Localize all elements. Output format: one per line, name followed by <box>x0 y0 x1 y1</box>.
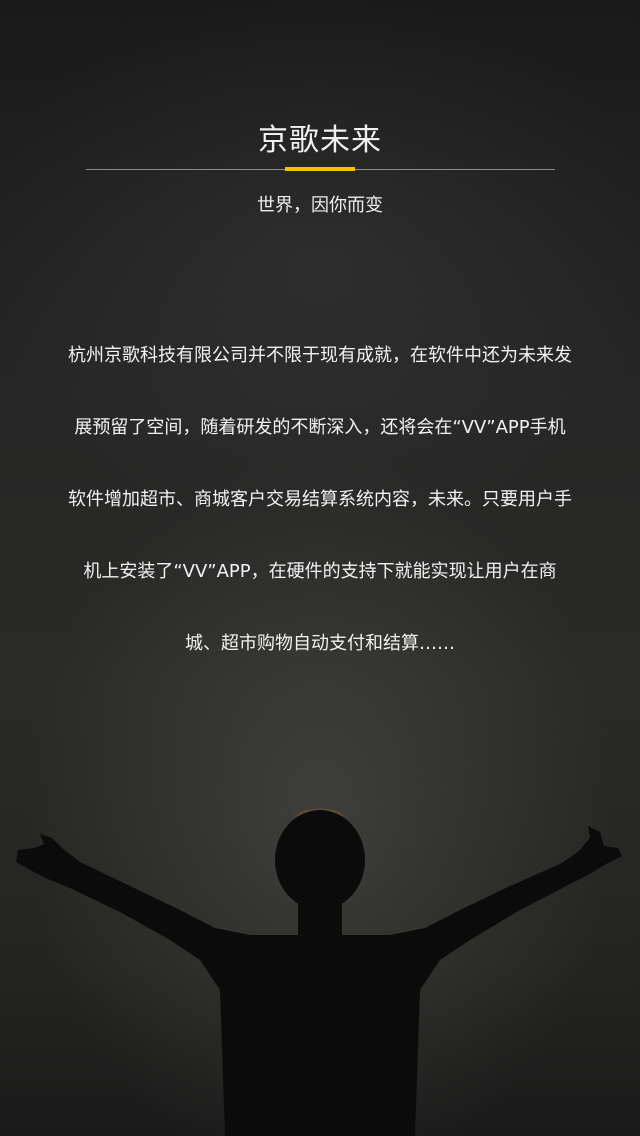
description-line: 城、超市购物自动支付和结算…… <box>185 633 455 654</box>
title-divider-accent <box>285 167 355 171</box>
description-line: 展预留了空间，随着研发的不断深入，还将会在“VV”APP手机 <box>74 417 566 438</box>
description-line: 杭州京歌科技有限公司并不限于现有成就，在软件中还为未来发 <box>68 345 572 366</box>
page-subtitle: 世界，因你而变 <box>257 195 383 216</box>
description-line: 软件增加超市、商城客户交易结算系统内容，未来。只要用户手 <box>68 489 572 510</box>
description-text: 杭州京歌科技有限公司并不限于现有成就，在软件中还为未来发 展预留了空间，随着研发… <box>55 336 585 696</box>
silhouette-head <box>275 810 365 910</box>
page-title: 京歌未来 <box>258 123 382 158</box>
person-silhouette-image <box>16 808 622 1136</box>
silhouette-body <box>16 826 622 1136</box>
silhouette-neck <box>298 900 342 940</box>
description-line: 机上安装了“VV”APP，在硬件的支持下就能实现让用户在商 <box>83 561 557 582</box>
